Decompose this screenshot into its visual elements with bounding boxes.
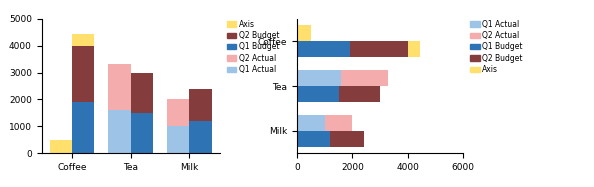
Bar	[72, 33, 94, 46]
Bar	[297, 115, 325, 131]
Bar	[108, 110, 131, 153]
Bar	[189, 89, 211, 121]
Bar	[408, 41, 421, 57]
Bar	[297, 70, 342, 86]
Bar	[297, 25, 311, 41]
Bar	[131, 113, 153, 153]
Bar	[131, 73, 153, 113]
Bar	[339, 86, 380, 102]
Bar	[72, 102, 94, 153]
Bar	[297, 41, 350, 57]
Bar	[330, 131, 364, 147]
Legend: Axis, Q2 Budget, Q1 Budget, Q2 Actual, Q1 Actual: Axis, Q2 Budget, Q1 Budget, Q2 Actual, Q…	[227, 20, 279, 74]
Bar	[167, 99, 189, 126]
Bar	[297, 131, 330, 147]
Bar	[297, 86, 339, 102]
Bar	[50, 140, 72, 153]
Bar	[189, 121, 211, 153]
Bar	[342, 70, 388, 86]
Bar	[108, 65, 131, 110]
Bar	[325, 115, 352, 131]
Bar	[72, 46, 94, 102]
Bar	[167, 126, 189, 153]
Bar	[350, 41, 408, 57]
Legend: Q1 Actual, Q2 Actual, Q1 Budget, Q2 Budget, Axis: Q1 Actual, Q2 Actual, Q1 Budget, Q2 Budg…	[470, 20, 523, 74]
